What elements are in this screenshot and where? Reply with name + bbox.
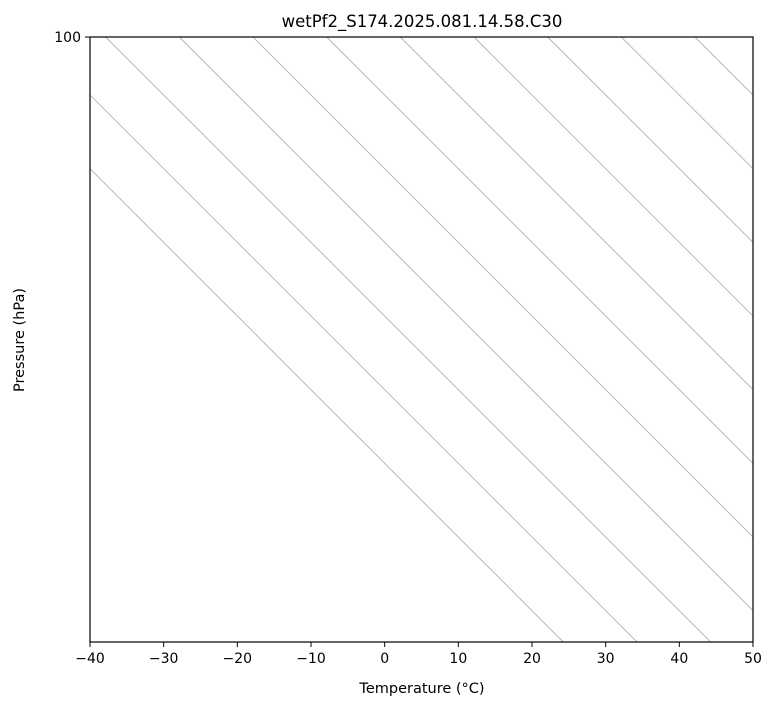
- x-tick-label: 10: [449, 651, 467, 667]
- x-tick-label: −30: [149, 651, 179, 667]
- isotherm-line: [252, 37, 753, 538]
- dry-adiabat-line: [591, 37, 593, 38]
- moist-adiabat-line: [653, 37, 656, 38]
- x-tick-label: −40: [75, 651, 105, 667]
- isotherm-line: [400, 37, 753, 391]
- isotherm-line: [90, 94, 638, 642]
- y-tick-label: 100: [54, 30, 81, 46]
- x-tick-label: 0: [380, 651, 389, 667]
- isotherm-line: [621, 37, 753, 170]
- x-axis: −40 −30 −20 −10 0 10 20 30 40 50: [75, 642, 762, 667]
- dry-adiabat-line: [553, 37, 555, 38]
- isotherm-line: [547, 37, 753, 243]
- x-tick-label: −20: [223, 651, 253, 667]
- isotherm-line: [473, 37, 753, 317]
- y-axis-label: Pressure (hPa): [12, 288, 28, 392]
- x-axis-label: Temperature (°C): [358, 681, 484, 697]
- plot-area: -100-90-80-70-60-50-40-30-20-10010203040…: [90, 37, 775, 642]
- dry-adiabat-line: [629, 37, 631, 38]
- x-tick-label: 20: [523, 651, 541, 667]
- isotherm-line: [769, 37, 775, 642]
- plot-frame: [89, 36, 754, 643]
- isotherm-line: [179, 37, 753, 612]
- x-tick-label: −10: [296, 651, 326, 667]
- x-tick-label: 30: [597, 651, 615, 667]
- background-lines: [90, 37, 775, 642]
- isotherm-line: [90, 168, 564, 642]
- dry-adiabat-line: [667, 37, 670, 38]
- isotherm-line: [105, 37, 711, 642]
- x-tick-label: 40: [670, 651, 688, 667]
- x-tick-label: 50: [744, 651, 762, 667]
- chart-title: wetPf2_S174.2025.081.14.58.C30: [282, 12, 563, 32]
- isotherm-line: [326, 37, 753, 464]
- dry-adiabat-line: [743, 37, 746, 38]
- y-axis: 1002003004005006007008009001000: [54, 30, 90, 46]
- dry-adiabat-line: [705, 37, 708, 38]
- isotherm-line: [694, 37, 753, 96]
